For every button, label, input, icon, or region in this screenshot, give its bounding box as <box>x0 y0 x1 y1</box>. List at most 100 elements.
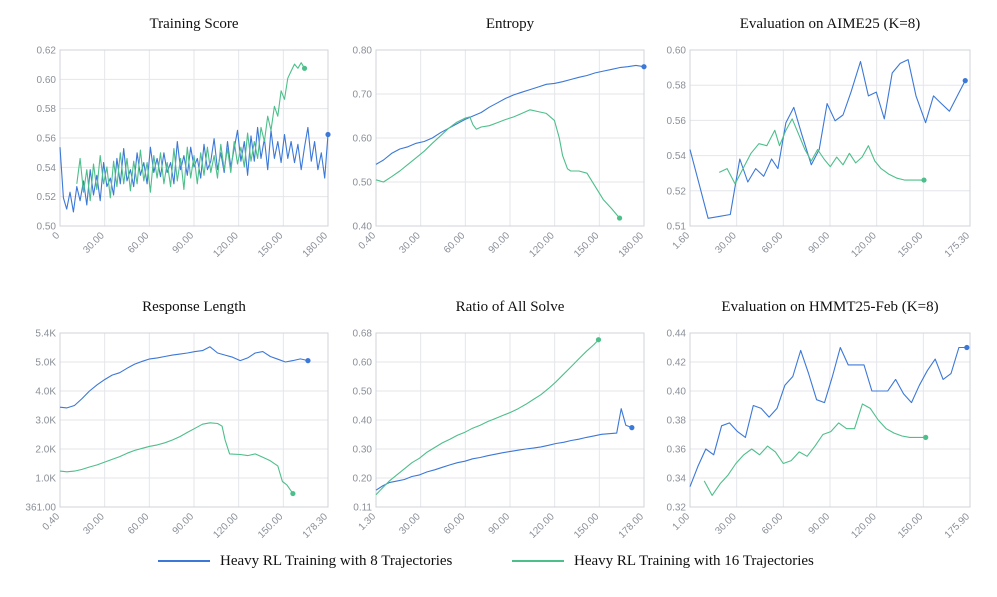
y-tick-label: 0.54 <box>667 151 687 162</box>
series-line-8-trajectories <box>689 346 967 487</box>
series-line-8-trajectories <box>375 64 645 165</box>
series-end-marker <box>964 344 970 351</box>
y-tick-label: 361.00 <box>25 503 56 514</box>
y-tick-label: 0.38 <box>667 416 687 427</box>
y-tick-label: 0.56 <box>667 116 687 127</box>
series-end-marker <box>325 131 331 138</box>
legend-item-8-trajectories: Heavy RL Training with 8 Trajectories <box>158 549 452 573</box>
y-tick-label: 0.52 <box>37 192 57 203</box>
legend-swatch-8 <box>158 560 210 562</box>
y-tick-label: 0.56 <box>37 134 57 145</box>
chart-panel-5: Ratio of All Solve 0.11 0.20 0.30 0.40 0.50 0.… <box>353 299 647 541</box>
y-tick-label: 3.0K <box>35 416 56 427</box>
series-line-8-trajectories <box>59 346 309 409</box>
x-tick-label: 30.00 <box>713 511 739 537</box>
x-tick-label: 60.00 <box>442 230 468 256</box>
series-line-16-trajectories <box>703 403 926 496</box>
y-tick-label: 0.60 <box>37 75 57 86</box>
series-end-marker <box>921 177 927 183</box>
x-tick-label: 175.90 <box>943 511 973 541</box>
series-line-16-trajectories <box>59 422 294 494</box>
x-tick-label: 178.00 <box>617 511 647 541</box>
x-tick-label: 60.00 <box>760 230 786 256</box>
chart-title: Entropy <box>486 16 535 32</box>
y-tick-label: 0.51 <box>667 222 687 233</box>
y-tick-label: 0.68 <box>353 329 373 340</box>
x-tick-label: 60.00 <box>442 511 468 537</box>
x-tick-label: 150.00 <box>896 511 926 541</box>
series-end-marker <box>923 434 929 440</box>
series-line-16-trajectories <box>375 339 599 496</box>
chart-title: Training Score <box>149 16 238 32</box>
x-tick-label: 90.00 <box>171 511 197 537</box>
series-end-marker <box>290 490 296 497</box>
series-line-8-trajectories <box>375 408 633 491</box>
x-tick-label: 90.00 <box>487 511 513 537</box>
x-tick-label: 30.00 <box>713 230 739 256</box>
y-tick-label: 0.54 <box>37 163 57 174</box>
chart-panel-6: Evaluation on HMMT25-Feb (K=8) 0.32 0.34 0.… <box>667 299 973 541</box>
series-line-8-trajectories <box>59 126 329 213</box>
x-tick-label: 90.00 <box>487 230 513 256</box>
series-end-marker <box>305 358 311 364</box>
x-tick-label: 90.00 <box>807 230 833 256</box>
x-tick-label: 0.40 <box>41 511 63 533</box>
y-tick-label: 0.62 <box>37 46 57 57</box>
x-tick-label: 180.00 <box>301 230 331 260</box>
y-tick-label: 0.52 <box>667 186 687 197</box>
y-tick-label: 0.80 <box>353 46 373 57</box>
x-tick-label: 150.00 <box>256 511 286 541</box>
plot-frame <box>375 332 645 508</box>
x-tick-label: 120.00 <box>527 230 557 260</box>
y-tick-label: 0.44 <box>667 329 687 340</box>
series-line-16-trajectories <box>76 62 305 202</box>
series-line-16-trajectories <box>375 109 621 219</box>
y-tick-label: 0.40 <box>353 222 373 233</box>
y-tick-label: 0.50 <box>353 178 373 189</box>
x-tick-label: 150.00 <box>572 230 602 260</box>
x-tick-label: 178.30 <box>301 511 331 541</box>
y-tick-label: 0.40 <box>353 416 373 427</box>
y-tick-label: 0.20 <box>353 474 373 485</box>
x-tick-label: 60.00 <box>760 511 786 537</box>
x-tick-label: 150.00 <box>572 511 602 541</box>
x-tick-label: 150.00 <box>896 230 926 260</box>
y-tick-label: 4.0K <box>35 387 56 398</box>
y-tick-label: 0.60 <box>353 358 373 369</box>
y-tick-label: 0.32 <box>667 503 687 514</box>
legend-label-16: Heavy RL Training with 16 Trajectories <box>574 552 814 569</box>
series-end-marker <box>629 425 635 431</box>
series-end-marker <box>301 65 308 71</box>
plot-frame <box>689 49 971 227</box>
series-end-marker <box>962 78 968 84</box>
x-tick-label: 60.00 <box>126 230 152 256</box>
x-tick-label: 120.00 <box>849 511 879 541</box>
x-tick-label: 30.00 <box>397 511 423 537</box>
y-tick-label: 0.60 <box>353 134 373 145</box>
y-tick-label: 0.42 <box>667 358 687 369</box>
legend-label-8: Heavy RL Training with 8 Trajectories <box>220 552 453 569</box>
x-tick-label: 150.00 <box>256 230 286 260</box>
x-tick-label: 90.00 <box>171 230 197 256</box>
series-line-8-trajectories <box>689 59 966 219</box>
x-tick-label: 120.00 <box>211 230 241 260</box>
x-tick-label: 30.00 <box>81 511 107 537</box>
plot-frame <box>689 332 971 508</box>
y-tick-label: 0.58 <box>667 81 687 92</box>
x-tick-label: 120.00 <box>527 511 557 541</box>
y-tick-label: 0.50 <box>353 387 373 398</box>
y-tick-label: 1.0K <box>35 474 56 485</box>
y-tick-label: 5.4K <box>35 329 56 340</box>
x-tick-label: 180.00 <box>617 230 647 260</box>
series-end-marker <box>616 215 623 221</box>
chart-title: Evaluation on HMMT25-Feb (K=8) <box>721 299 938 315</box>
x-tick-label: 1.60 <box>671 230 693 252</box>
y-tick-label: 0.70 <box>353 90 373 101</box>
x-tick-label: 30.00 <box>81 230 107 256</box>
x-tick-label: 60.00 <box>126 511 152 537</box>
chart-title: Evaluation on AIME25 (K=8) <box>740 16 921 32</box>
chart-panel-3: Evaluation on AIME25 (K=8) 0.51 0.52 0.54 0.… <box>667 16 973 260</box>
y-tick-label: 0.50 <box>37 222 57 233</box>
chart-title: Ratio of All Solve <box>456 299 565 315</box>
y-tick-label: 0.30 <box>353 445 373 456</box>
